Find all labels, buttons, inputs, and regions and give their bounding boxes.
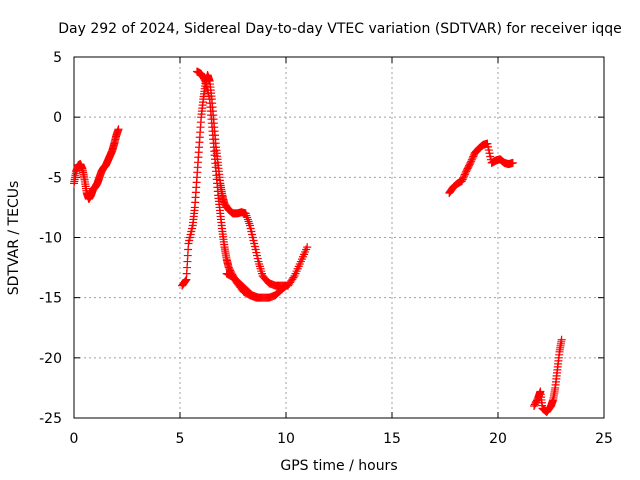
y-tick-label: -20 xyxy=(39,351,62,367)
x-tick-label: 25 xyxy=(595,431,613,447)
x-tick-label: 15 xyxy=(383,431,401,447)
y-axis-title: SDTVAR / TECUs xyxy=(6,181,22,296)
y-tick-label: 5 xyxy=(53,50,62,66)
data-markers xyxy=(70,67,566,416)
data-point xyxy=(508,158,517,167)
series-segment-4 xyxy=(222,269,263,302)
series-segment-3 xyxy=(192,67,290,302)
data-point xyxy=(557,335,566,344)
data-point xyxy=(243,213,252,222)
x-tick-label: 10 xyxy=(277,431,295,447)
data-point xyxy=(245,219,254,228)
series-segment-1 xyxy=(70,125,123,203)
data-point xyxy=(254,293,263,302)
ticks xyxy=(73,56,605,419)
series-segment-2 xyxy=(178,71,312,290)
data-point xyxy=(180,277,189,286)
data-point xyxy=(200,75,209,84)
series-segment-6 xyxy=(530,335,566,416)
chart-title: Day 292 of 2024, Sidereal Day-to-day VTE… xyxy=(58,21,622,37)
grid xyxy=(74,57,604,418)
data-point xyxy=(181,276,190,285)
data-point xyxy=(303,243,312,252)
x-tick-label: 0 xyxy=(70,431,79,447)
data-point xyxy=(244,217,253,226)
y-tick-label: -15 xyxy=(39,291,62,307)
x-tick-label: 5 xyxy=(176,431,185,447)
y-tick-label: -5 xyxy=(48,170,62,186)
y-tick-label: 0 xyxy=(53,110,62,126)
data-point xyxy=(281,282,290,291)
x-tick-label: 20 xyxy=(489,431,507,447)
data-point xyxy=(242,211,251,220)
y-tick-label: -25 xyxy=(39,411,62,427)
data-point xyxy=(114,125,123,134)
data-point xyxy=(241,209,250,218)
data-point xyxy=(282,281,290,290)
data-point xyxy=(243,215,252,224)
y-tick-label: -10 xyxy=(39,231,62,247)
tick-labels: 0 5 10 15 20 25 5 0 -5 -10 -15 -20 -25 xyxy=(39,50,613,447)
data-point xyxy=(289,273,298,282)
series-segment-5 xyxy=(445,139,517,197)
data-point xyxy=(280,282,289,291)
x-axis-title: GPS time / hours xyxy=(280,458,397,474)
